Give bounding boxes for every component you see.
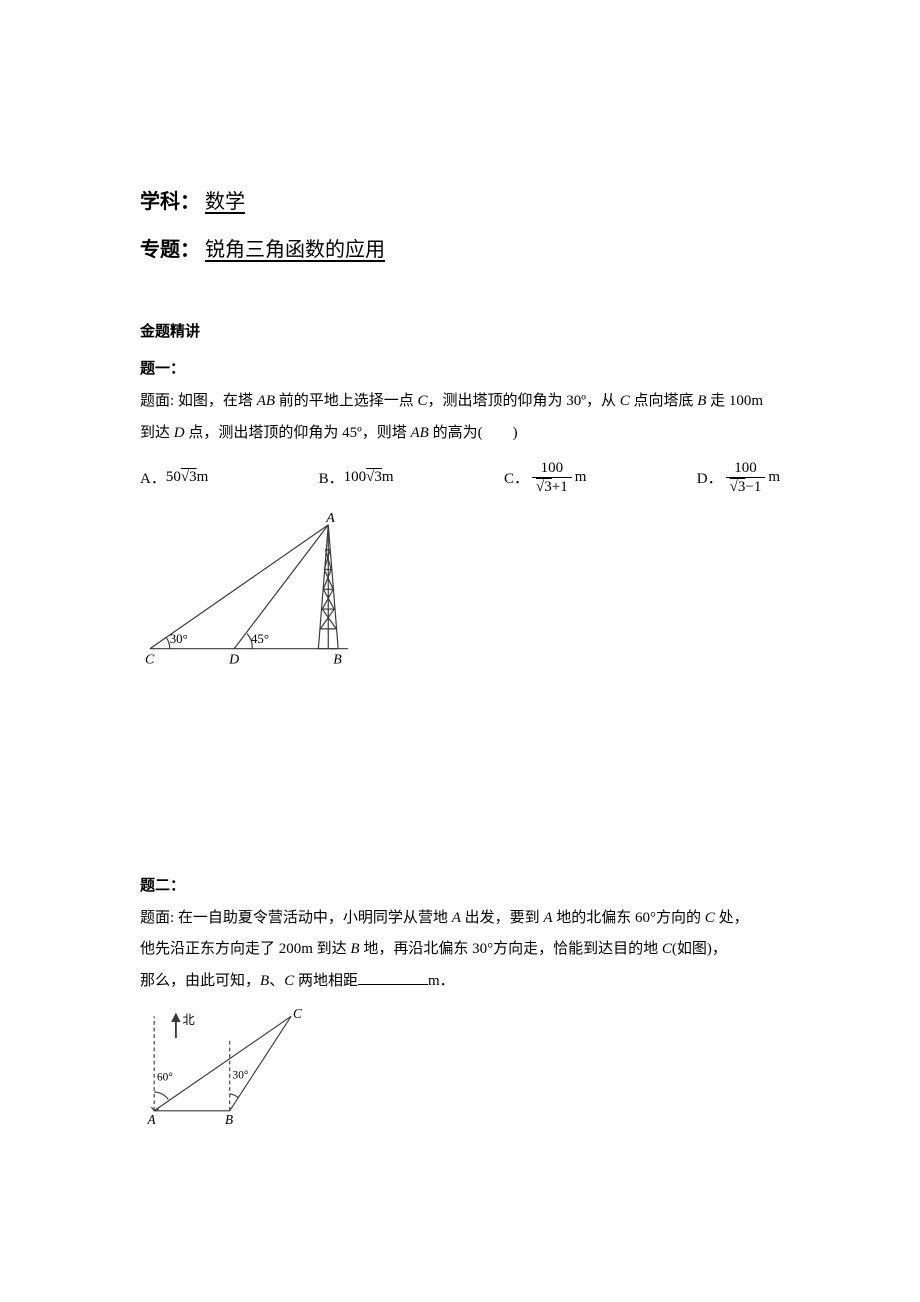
optA-label: A． bbox=[140, 467, 166, 488]
subject-value: 数学 bbox=[205, 191, 245, 213]
optC-unit: m bbox=[575, 469, 587, 486]
optD-label: D． bbox=[697, 467, 723, 488]
q2-l3t1: 那么，由此可知， bbox=[140, 973, 260, 989]
q1-t5: 走 100m bbox=[706, 393, 763, 409]
q2-c2: C bbox=[662, 941, 672, 957]
topic-value: 锐角三角函数的应用 bbox=[205, 239, 385, 261]
q1-body: 题面: 如图，在塔 AB 前的平地上选择一点 C，测出塔顶的仰角为 30º，从 … bbox=[140, 386, 780, 449]
optD-unit: m bbox=[768, 469, 780, 486]
q1-t4: 点向塔底 bbox=[630, 393, 698, 409]
optD-den: √3−1 bbox=[726, 477, 766, 496]
q2-a1: A bbox=[452, 910, 461, 926]
q2-body: 题面: 在一自助夏令营活动中，小明同学从营地 A 出发，要到 A 地的北偏东 6… bbox=[140, 903, 780, 998]
q1-option-d: D． 100 √3−1 m bbox=[697, 459, 780, 496]
optB-label: B． bbox=[319, 467, 344, 488]
q1-ab1: AB bbox=[257, 393, 275, 409]
q1-option-b: B． 100 √3 m bbox=[319, 467, 394, 488]
q1-diagram: A B C D 30° 45° bbox=[140, 510, 358, 669]
q2-a2: A bbox=[543, 910, 552, 926]
optA-val: 50 bbox=[166, 469, 181, 486]
q1-c2: C bbox=[620, 393, 630, 409]
optC-label: C． bbox=[504, 467, 529, 488]
q1-option-c: C． 100 √3+1 m bbox=[504, 459, 586, 496]
topic-label: 专题： bbox=[140, 239, 200, 261]
topic-line: 专题： 锐角三角函数的应用 bbox=[140, 228, 780, 272]
section-title: 金题精讲 bbox=[140, 320, 780, 341]
d1-label-a: A bbox=[325, 511, 335, 526]
q2-t1: 在一自助夏令营活动中，小明同学从营地 bbox=[174, 910, 452, 926]
q2-l2t1: 他先沿正东方向走了 200m 到达 bbox=[140, 941, 350, 957]
q1-t2: 前的平地上选择一点 bbox=[275, 393, 418, 409]
q2-l3t2: 两地相距 bbox=[294, 973, 358, 989]
q1-options: A． 50 √3 m B． 100 √3 m C． 100 √3+1 m D． … bbox=[140, 459, 780, 496]
q1-l2t1: 到达 bbox=[140, 425, 174, 441]
d1-label-c: C bbox=[145, 653, 155, 668]
q2-b1: B bbox=[350, 941, 359, 957]
optC-num: 100 bbox=[537, 459, 568, 477]
subject-line: 学科： 数学 bbox=[140, 180, 780, 224]
d1-angle30: 30° bbox=[170, 632, 188, 646]
q1-c1: C bbox=[418, 393, 428, 409]
q2-number: 题二： bbox=[140, 874, 780, 895]
d1-label-b: B bbox=[333, 653, 342, 668]
q2-l2t3: (如图)， bbox=[672, 941, 727, 957]
q2-c1: C bbox=[705, 910, 715, 926]
q2-prefix: 题面: bbox=[140, 910, 174, 926]
q2-diagram: 北 A B C 60° 30° bbox=[140, 1005, 310, 1128]
q1-d1: D bbox=[174, 425, 185, 441]
d2-north: 北 bbox=[183, 1013, 195, 1027]
q2-l3unit: m． bbox=[428, 973, 455, 989]
q2-t2: 出发，要到 bbox=[461, 910, 544, 926]
subject-label: 学科： bbox=[140, 191, 200, 213]
optD-frac: 100 √3−1 bbox=[726, 459, 766, 496]
q2-c3: C bbox=[284, 973, 294, 989]
d2-label-b: B bbox=[225, 1112, 233, 1127]
optB-sqrt: √3 bbox=[366, 469, 382, 486]
d2-label-c: C bbox=[293, 1006, 302, 1021]
q1-t3: ，测出塔顶的仰角为 30º，从 bbox=[428, 393, 620, 409]
q1-t1: 如图，在塔 bbox=[174, 393, 257, 409]
optB-val: 100 bbox=[344, 469, 367, 486]
optD-num: 100 bbox=[730, 459, 761, 477]
optA-unit: m bbox=[197, 469, 209, 486]
optA-sqrt: √3 bbox=[181, 469, 197, 486]
q1-option-a: A． 50 √3 m bbox=[140, 467, 208, 488]
d2-angle60: 60° bbox=[157, 1072, 173, 1084]
q1-l2t3: 的高为( ) bbox=[429, 425, 518, 441]
optC-den: √3+1 bbox=[532, 477, 572, 496]
q2-l3sep: 、 bbox=[269, 973, 284, 989]
q1-prefix: 题面: bbox=[140, 393, 174, 409]
q2-b2: B bbox=[260, 973, 269, 989]
q1-ab2: AB bbox=[411, 425, 429, 441]
optC-frac: 100 √3+1 bbox=[532, 459, 572, 496]
d1-label-d: D bbox=[228, 653, 239, 668]
q2-t3: 地的北偏东 60°方向的 bbox=[553, 910, 705, 926]
d1-angle45: 45° bbox=[251, 632, 269, 646]
q1-number: 题一： bbox=[140, 357, 780, 378]
optB-unit: m bbox=[382, 469, 394, 486]
d2-angle30: 30° bbox=[233, 1070, 249, 1082]
q2-t4: 处， bbox=[715, 910, 749, 926]
q2-blank bbox=[358, 970, 428, 985]
q2-l2t2: 地，再沿北偏东 30°方向走，恰能到达目的地 bbox=[360, 941, 662, 957]
d2-label-a: A bbox=[147, 1112, 157, 1127]
q1-l2t2: 点，测出塔顶的仰角为 45º，则塔 bbox=[185, 425, 411, 441]
